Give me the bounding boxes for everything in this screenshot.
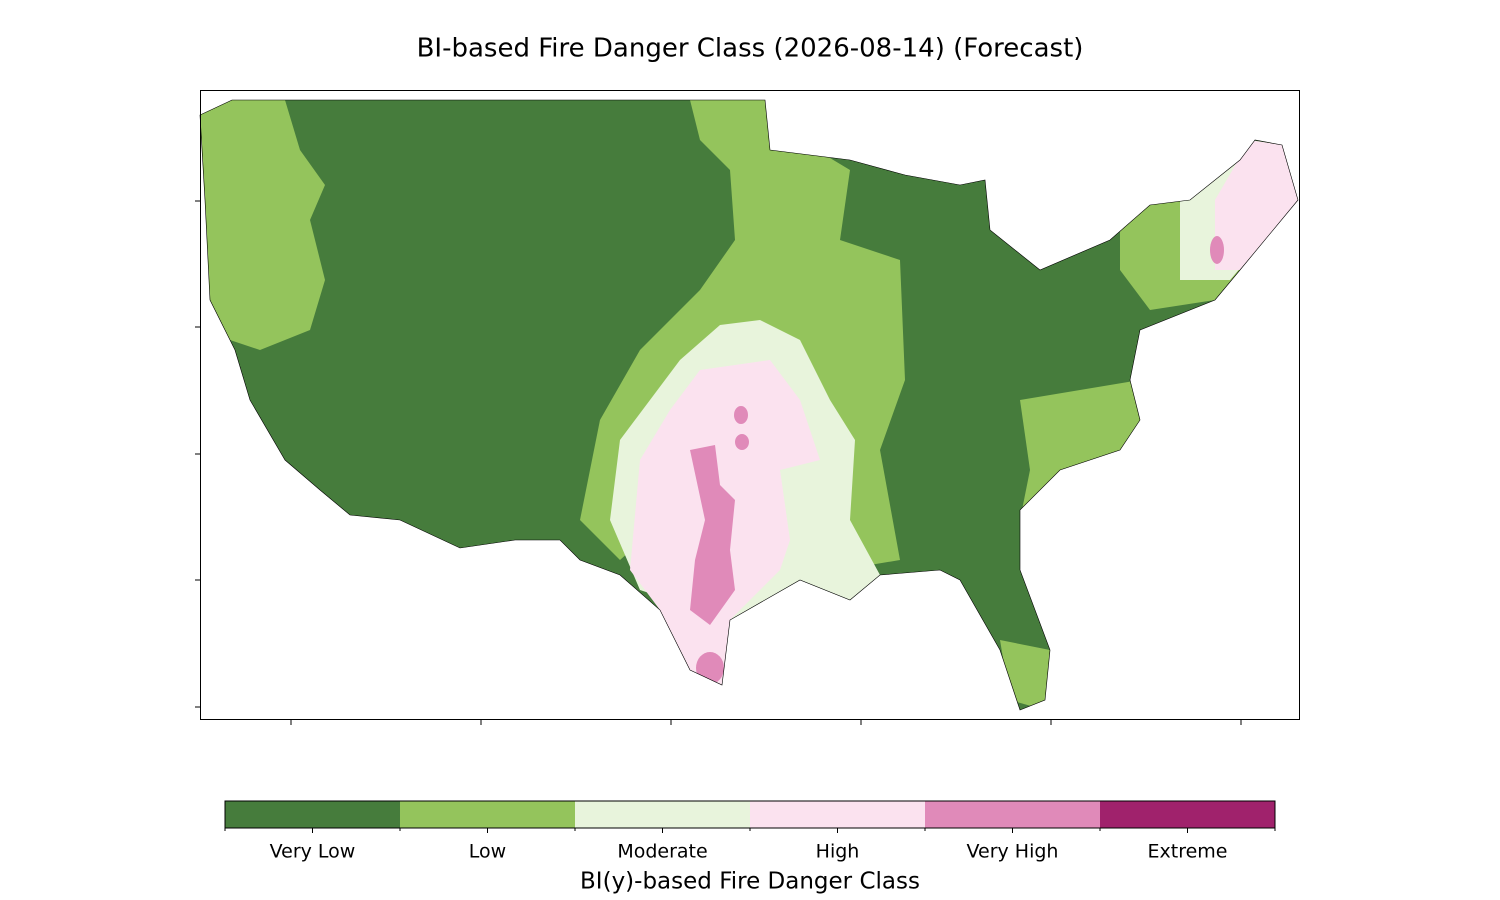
map-title: BI-based Fire Danger Class (2026-08-14) …	[417, 34, 1084, 64]
region	[1020, 380, 1140, 520]
region	[200, 100, 325, 350]
colorbar-label: BI(y)-based Fire Danger Class	[580, 869, 920, 895]
region	[734, 406, 748, 424]
colorbar-swatch	[925, 801, 1101, 828]
region	[1210, 236, 1224, 264]
colorbar-tick-label: Moderate	[617, 841, 707, 863]
colorbar-tick-label: Very Low	[270, 841, 356, 863]
colorbar-tick-label: Extreme	[1148, 841, 1228, 863]
colorbar-frame	[224, 800, 1276, 829]
region	[735, 434, 749, 450]
colorbar-swatch	[575, 801, 751, 828]
colorbar-swatch	[1100, 801, 1276, 828]
axis-ticks	[195, 200, 1242, 725]
colorbar-tick-label: Low	[469, 841, 506, 863]
region	[690, 445, 735, 625]
region	[1215, 140, 1298, 270]
colorbar: Very Low Low Moderate High Very High Extreme	[224, 800, 1276, 863]
map	[200, 100, 1298, 710]
colorbar-swatch	[225, 801, 401, 828]
colorbar-tick-label: Very High	[967, 841, 1059, 863]
region	[1000, 640, 1050, 710]
colorbar-swatch	[400, 801, 576, 828]
colorbar-tick-label: High	[816, 841, 860, 863]
map-frame	[200, 90, 1300, 720]
colorbar-swatch	[750, 801, 926, 828]
